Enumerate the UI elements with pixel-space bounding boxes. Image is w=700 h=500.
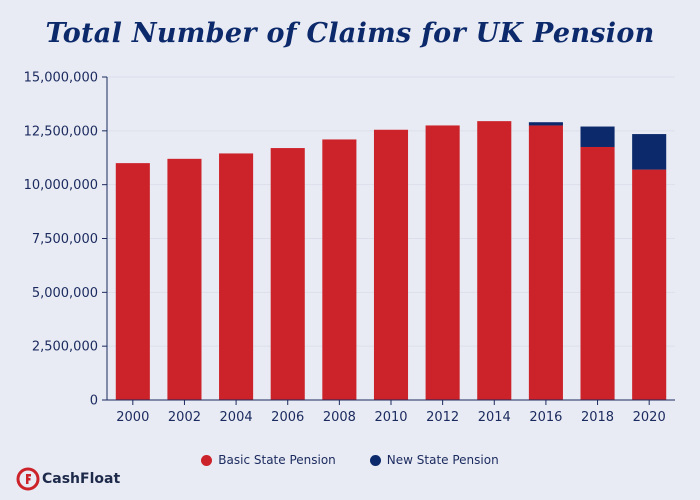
bar-basic-2016[interactable]: [528, 125, 563, 400]
legend-item-basic[interactable]: Basic State Pension: [201, 453, 336, 467]
bar-new-2016[interactable]: [528, 122, 563, 126]
legend-label-basic: Basic State Pension: [218, 453, 336, 467]
bar-basic-2004[interactable]: [219, 153, 254, 400]
y-tick-label: 12,500,000: [24, 124, 98, 139]
x-tick-label: 2020: [633, 410, 666, 425]
chart-title: Total Number of Claims for UK Pension: [45, 18, 655, 49]
x-tick-label: 2002: [168, 410, 201, 425]
y-tick-label: 15,000,000: [24, 71, 98, 86]
x-tick-label: 2004: [220, 410, 253, 425]
x-tick-label: 2018: [581, 410, 614, 425]
legend-label-new: New State Pension: [386, 453, 499, 467]
x-tick-label: 2008: [323, 410, 356, 425]
legend-swatch-basic: [201, 454, 213, 466]
legend-item-new[interactable]: New State Pension: [369, 453, 499, 467]
x-tick-label: 2012: [426, 410, 459, 425]
bar-basic-2002[interactable]: [167, 158, 202, 400]
bar-basic-2018[interactable]: [580, 146, 615, 400]
x-tick-label: 2010: [374, 410, 407, 425]
x-tick-label: 2000: [116, 410, 149, 425]
y-tick-label: 2,500,000: [32, 340, 98, 355]
bar-new-2018[interactable]: [580, 126, 615, 147]
legend: Basic State Pension New State Pension: [0, 453, 700, 467]
y-tick-label: 5,000,000: [32, 286, 98, 301]
bar-basic-2008[interactable]: [322, 139, 357, 401]
y-tick-label: 7,500,000: [32, 232, 98, 247]
bar-basic-2020[interactable]: [632, 169, 667, 400]
legend-swatch-new: [369, 454, 381, 466]
x-tick-label: 2006: [271, 410, 304, 425]
cashfloat-logo-text: CashFloat: [42, 471, 121, 487]
bar-basic-2000[interactable]: [115, 163, 150, 400]
cashfloat-logo-icon: [16, 467, 40, 491]
x-tick-label: 2014: [478, 410, 511, 425]
bar-basic-2014[interactable]: [477, 121, 512, 400]
axes: 0 2,500,000 5,000,000 7,500,000 10,000,000 12…: [24, 71, 675, 425]
bar-new-2020[interactable]: [632, 134, 667, 170]
cashfloat-logo: CashFloat: [16, 467, 120, 491]
x-tick-label: 2016: [529, 410, 562, 425]
y-tick-label: 10,000,000: [24, 178, 98, 193]
bar-basic-2010[interactable]: [373, 129, 409, 401]
y-tick-label: 0: [90, 394, 98, 409]
bar-basic-2006[interactable]: [270, 148, 305, 400]
bar-basic-2012[interactable]: [425, 125, 460, 400]
bars: [115, 121, 667, 401]
